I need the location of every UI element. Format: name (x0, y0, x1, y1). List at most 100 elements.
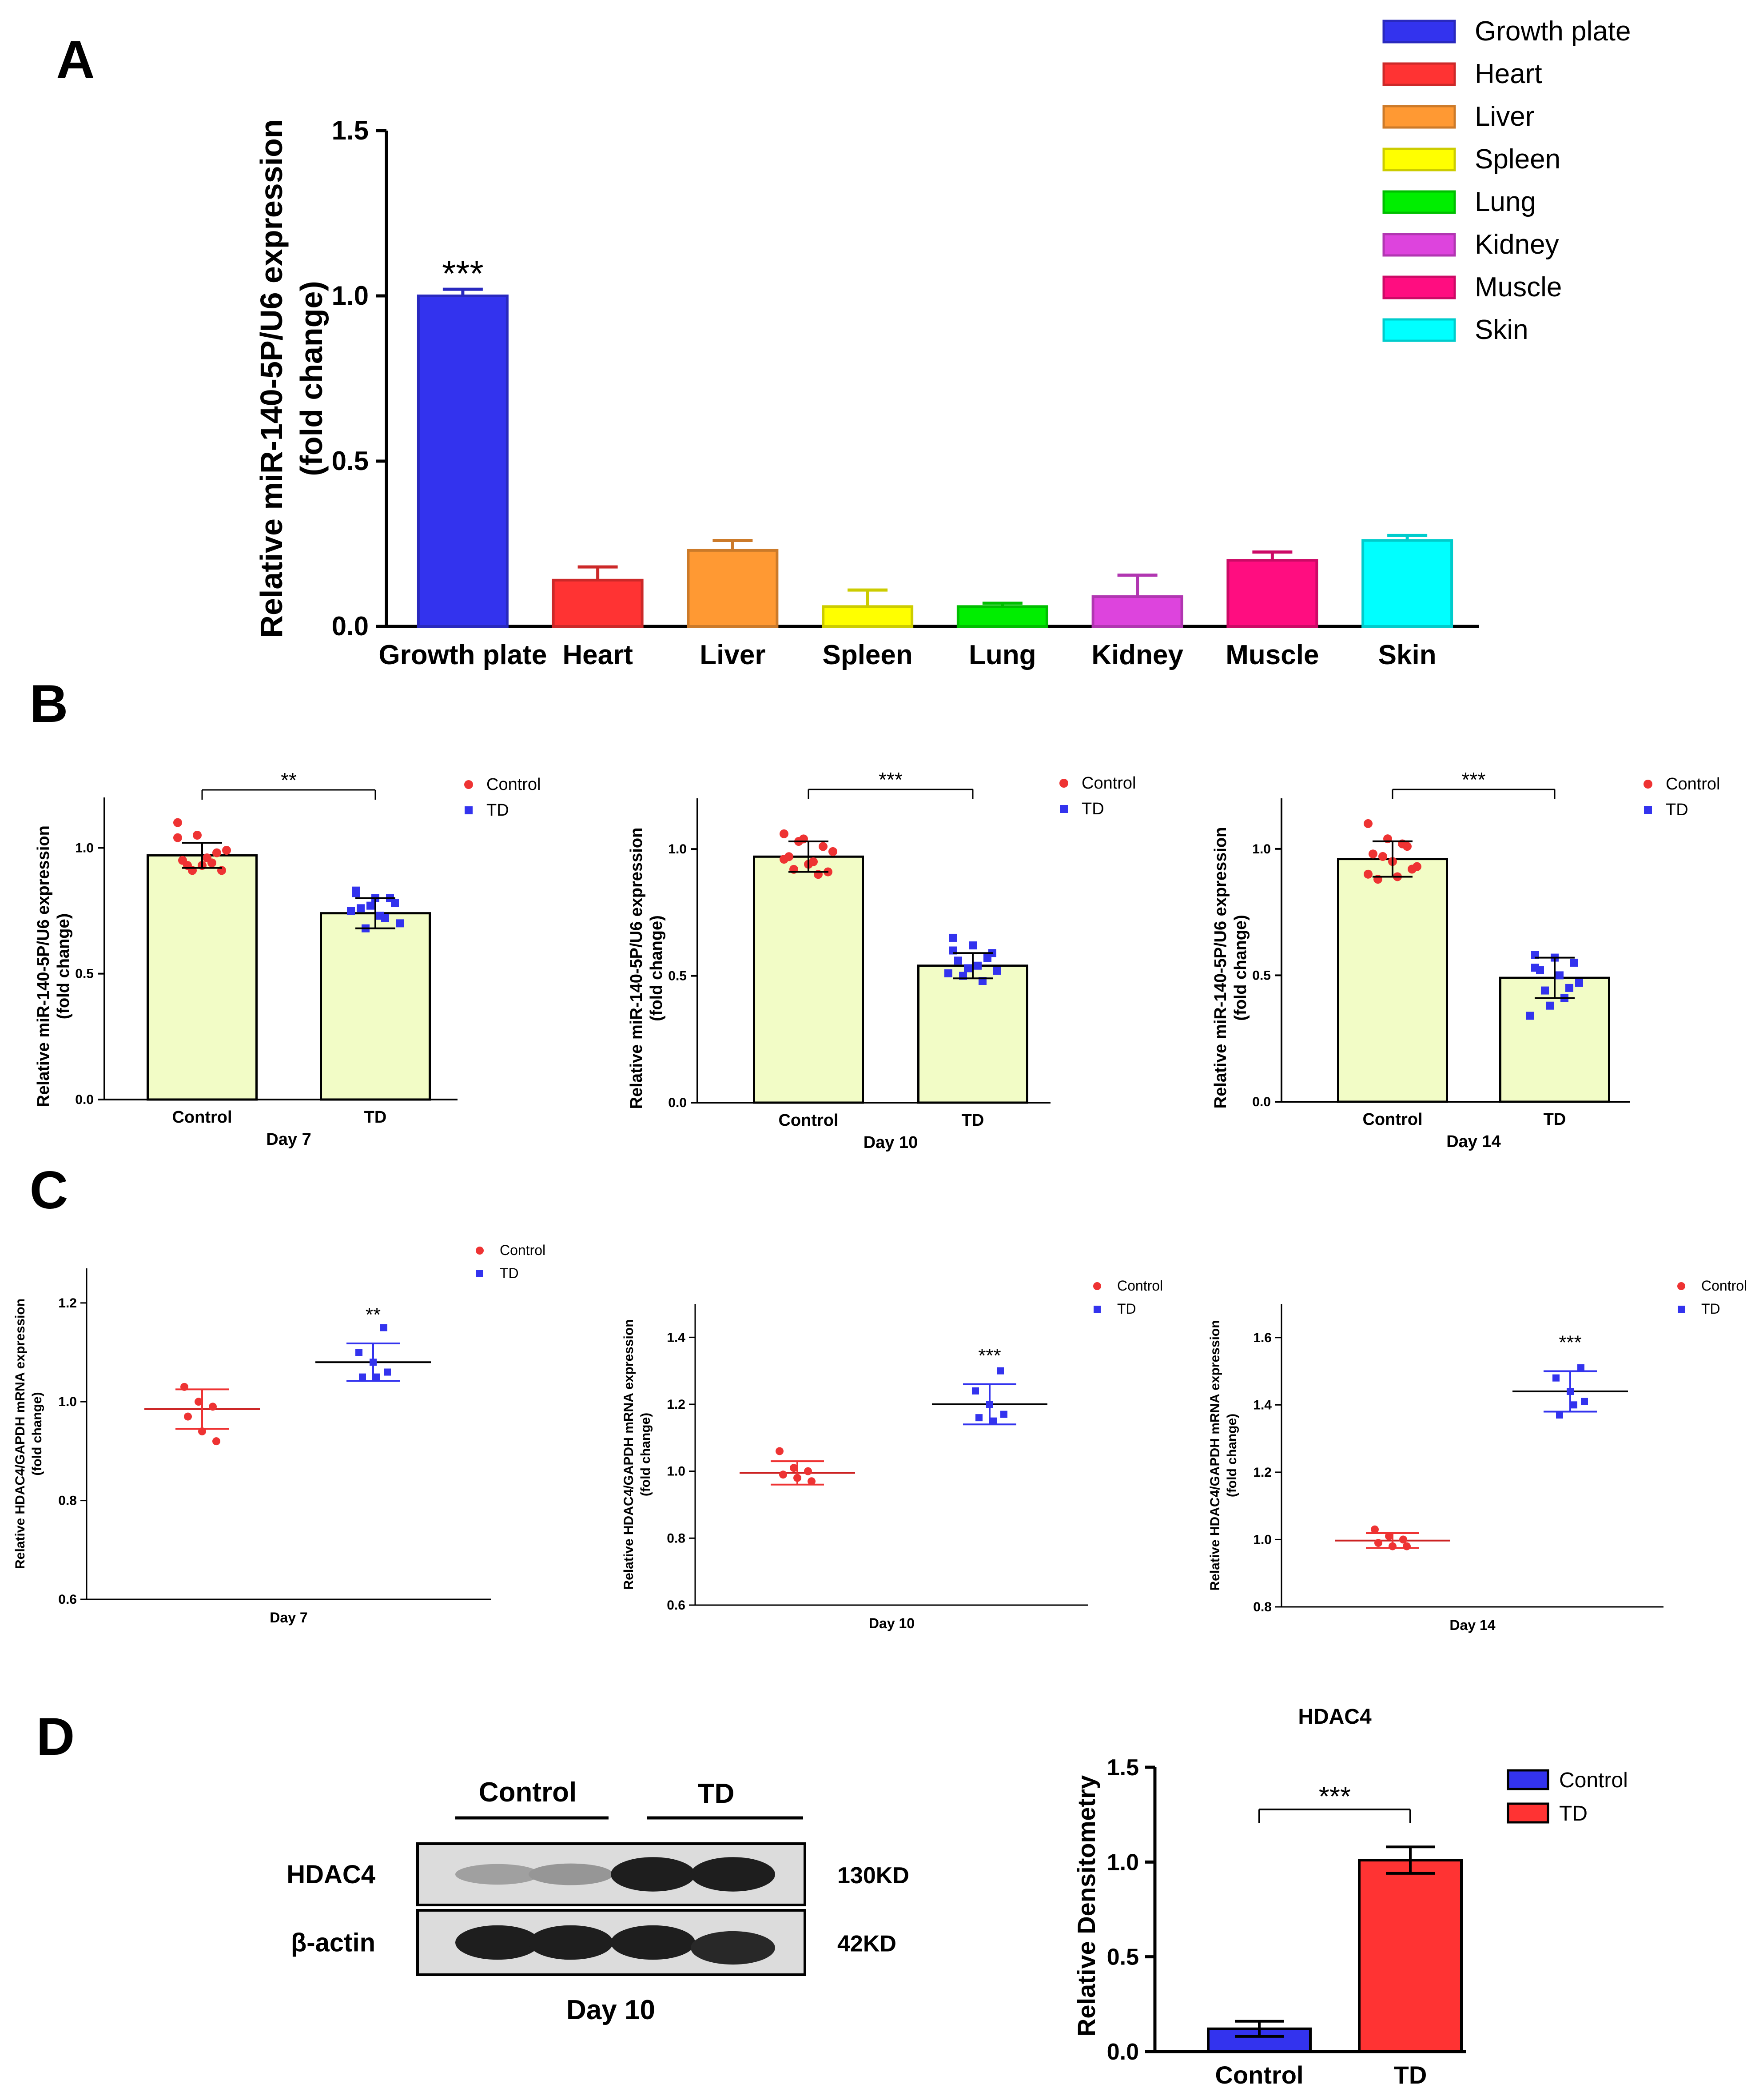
data-point (1413, 862, 1421, 871)
legend-label: Spleen (1475, 144, 1560, 175)
legend-label: TD (1559, 1802, 1588, 1825)
y-axis-label: Relative miR-140-5P/U6 expression (34, 825, 53, 1107)
x-tick-label: Skin (1378, 640, 1437, 670)
x-axis-label: Day 10 (869, 1615, 915, 1631)
data-point (366, 901, 374, 910)
y-axis-label: Relative Densitometry (1072, 1775, 1100, 2036)
data-point (184, 1412, 192, 1421)
data-point (357, 904, 365, 913)
data-point (990, 1417, 997, 1425)
y-tick-label: 0.8 (667, 1531, 685, 1546)
data-point (808, 1477, 816, 1486)
y-axis-label: Relative miR-140-5P/U6 expression (627, 828, 646, 1109)
data-point (804, 1467, 812, 1475)
data-point (384, 1368, 391, 1376)
data-point (373, 1373, 380, 1381)
legend-label: TD (1701, 1301, 1720, 1317)
y-axis-label: (fold change) (54, 913, 73, 1020)
y-tick-label: 0.6 (58, 1592, 77, 1607)
bar (956, 605, 1048, 628)
legend-swatch (1507, 1769, 1549, 1790)
y-axis-label: Relative HDAC4/GAPDH mRNA expression (1208, 1320, 1222, 1590)
data-point (1581, 1398, 1588, 1405)
data-point (359, 1373, 366, 1381)
legend-marker (1059, 779, 1068, 788)
y-tick-label: 0.5 (1252, 968, 1271, 983)
chart-c-day14: 0.8 1.0 1.2 1.4 1.6 Relative HDAC4/GAPDH mRNA… (1208, 1278, 1747, 1633)
data-point (1552, 1374, 1560, 1382)
legend-label: TD (1117, 1301, 1136, 1317)
legend-label: Kidney (1475, 229, 1559, 260)
y-tick-label: 0.0 (332, 611, 369, 641)
chart-title: HDAC4 (1298, 1705, 1372, 1729)
chart-c-day10: 0.6 0.8 1.0 1.2 1.4 Relative HDAC4/GAPDH mRNA… (621, 1278, 1163, 1631)
data-point (983, 954, 991, 962)
significance-label: ** (366, 1304, 381, 1326)
blot-band (455, 1864, 540, 1885)
x-tick-label: Kidney (1091, 640, 1183, 670)
y-tick-label: 0.5 (75, 967, 94, 981)
y-tick-label: 1.4 (1253, 1398, 1272, 1412)
y-tick-label: 0.6 (667, 1598, 685, 1613)
data-point (212, 848, 221, 857)
y-tick-label: 1.2 (1253, 1465, 1272, 1480)
x-tick-label: Lung (969, 640, 1036, 670)
y-axis-label: Relative HDAC4/GAPDH mRNA expression (621, 1319, 636, 1590)
y-tick-label: 1.2 (667, 1397, 685, 1412)
x-axis-label: Day 14 (1446, 1132, 1501, 1151)
x-tick-label: Control (172, 1108, 232, 1127)
x-tick-label: Spleen (822, 640, 912, 670)
legend-label: Heart (1475, 59, 1542, 89)
blot-caption: Day 10 (566, 1995, 655, 2025)
data-point (949, 933, 957, 942)
y-tick-label: 1.0 (667, 1464, 685, 1479)
blot-group-label: Control (479, 1777, 577, 1808)
data-point (380, 1324, 387, 1331)
y-tick-label: 0.0 (1107, 2039, 1139, 2065)
data-point (780, 829, 788, 838)
x-tick-label: Muscle (1226, 640, 1319, 670)
significance-label: *** (1319, 1781, 1351, 1812)
legend-marker (464, 780, 473, 789)
chart-c-day7: 0.6 0.8 1.0 1.2 Relative HDAC4/GAPDH mRNA ex… (13, 1242, 545, 1626)
y-tick-label: 0.0 (668, 1096, 687, 1110)
chart-a: 0.0 0.5 1.0 1.5 Relative miR-140-5P/U6 expre… (254, 16, 1631, 670)
data-point (1000, 1411, 1007, 1418)
data-point (972, 1387, 979, 1395)
data-point (1567, 1388, 1574, 1395)
data-point (180, 1383, 188, 1391)
bar (917, 964, 1028, 1104)
bar (1358, 1859, 1463, 2053)
legend-marker (1093, 1282, 1101, 1290)
chart-b-day14: 0.0 0.5 1.0 Relative miR-140-5P/U6 expressi… (1211, 768, 1720, 1151)
legend-swatch (1382, 318, 1456, 342)
bar (822, 605, 914, 628)
data-point (1389, 1542, 1397, 1550)
legend-label: Control (1559, 1769, 1628, 1792)
data-point (793, 1474, 801, 1482)
x-tick-label: TD (364, 1108, 387, 1127)
data-point (1575, 979, 1583, 987)
data-point (1546, 1001, 1554, 1010)
blot-size-label: 130KD (837, 1863, 909, 1889)
blot-band (611, 1925, 695, 1960)
significance-label: ** (281, 769, 297, 792)
x-axis-label: Day 10 (864, 1133, 918, 1152)
legend-swatch (1382, 147, 1456, 171)
panel-label: B (30, 674, 68, 733)
data-point (969, 941, 977, 950)
significance-label: *** (1559, 1332, 1581, 1354)
y-tick-label: 0.5 (332, 446, 369, 476)
data-point (352, 889, 360, 897)
blot-row-label: HDAC4 (287, 1860, 375, 1889)
x-tick-label: TD (962, 1111, 984, 1130)
data-point (209, 1403, 217, 1411)
data-point (1403, 1542, 1411, 1550)
blot-size-label: 42KD (837, 1931, 896, 1957)
legend-label: Muscle (1475, 272, 1562, 303)
data-point (1570, 958, 1578, 967)
y-tick-label: 1.6 (1253, 1331, 1272, 1345)
blot-band (611, 1857, 695, 1892)
bar (552, 578, 644, 628)
